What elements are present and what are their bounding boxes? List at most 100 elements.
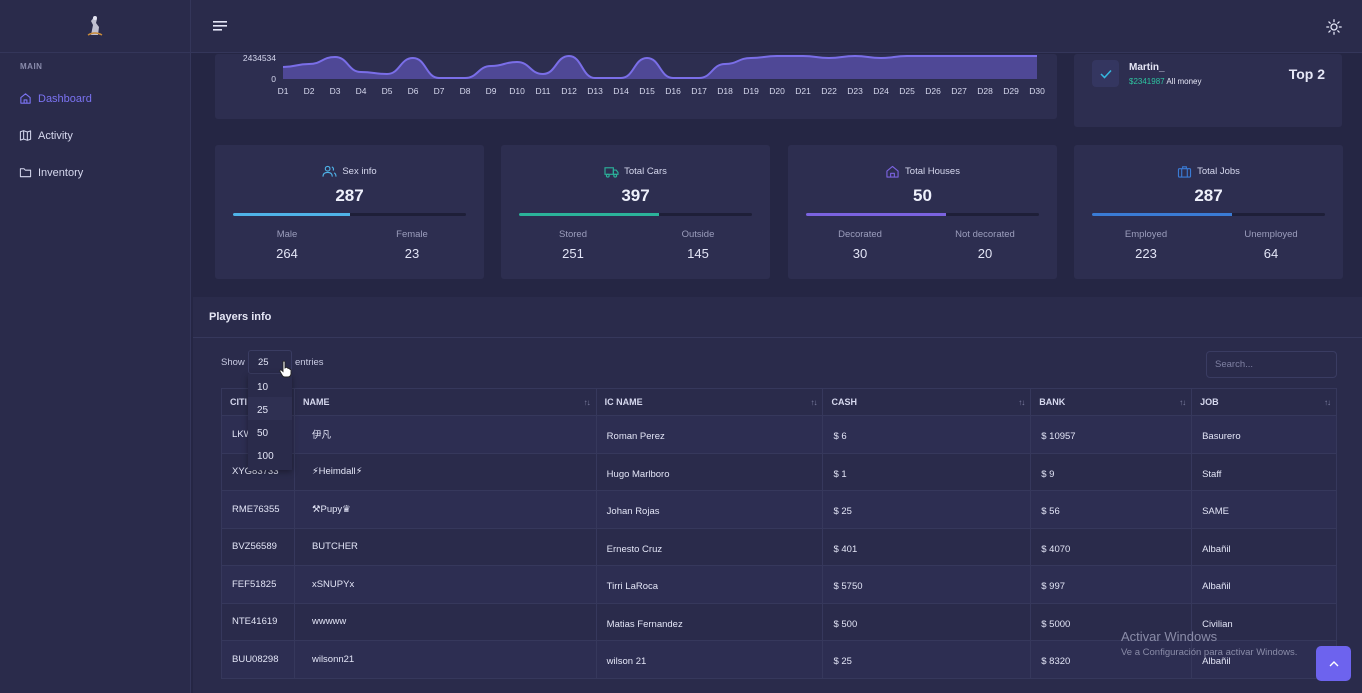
column-header-label: BANK [1039,397,1066,407]
ic-name-cell: Roman Perez [595,415,824,454]
cash-cell: $ 25 [822,640,1032,679]
stat-title: Total Jobs [1074,165,1343,178]
sidebar-item-dashboard[interactable]: Dashboard [0,80,190,117]
sort-icon: ↑↓ [1324,398,1331,407]
column-header-cash[interactable]: CASH ↑↓ [822,388,1032,416]
stat-right: Unemployed 64 [1216,229,1326,261]
table-row[interactable]: BUU08298 wilsonn21 wilson 21 $ 25 $ 8320 Alba… [221,640,1337,679]
x-tick-label: D2 [304,86,315,96]
stat-right-label: Not decorated [955,229,1015,240]
x-tick-label: D11 [536,86,551,96]
panel-title: Players info [209,311,272,323]
bank-cell: $ 4070 [1030,527,1193,566]
search-input[interactable] [1206,351,1337,378]
stat-title: Sex info [215,165,484,178]
stat-right-label: Outside [681,229,715,240]
name-cell: ⚒Pupy♛ [293,490,597,529]
job-cell: Basurero [1191,415,1337,454]
top-player-card: Martin_ $2341987 All money Top 2 [1074,54,1342,127]
job-cell: Albañil [1191,565,1337,604]
stat-left-value: 223 [1135,246,1157,261]
column-header-ic-name[interactable]: IC NAME ↑↓ [595,388,824,416]
page-length-option[interactable]: 100 [257,451,274,462]
table-row[interactable]: FEF51825 xSNUPYx Tirri LaRoca $ 5750 $ 997 Al… [221,565,1337,604]
stat-card-cars: Total Cars 397 Stored 251 Outside 145 [501,145,770,279]
column-header-label: JOB [1200,397,1219,407]
name-cell: wwwww [293,602,597,641]
x-tick-label: D4 [356,86,367,96]
house-icon [886,165,899,178]
table-row[interactable]: XYG83733 ⚡Heimdall⚡ Hugo Marlboro $ 1 $ 9 Sta… [221,452,1337,491]
x-tick-label: D1 [278,86,289,96]
name-cell: xSNUPYx [293,565,597,604]
name-cell: BUTCHER [293,527,597,566]
scroll-top-button[interactable] [1316,646,1351,681]
job-cell: Albañil [1191,640,1337,679]
stat-title: Total Cars [501,165,770,178]
briefcase-icon [1178,166,1192,178]
page-length-dropdown: 10 25 50 100 [248,374,292,470]
sun-icon[interactable] [1326,19,1342,35]
logo[interactable] [0,0,190,53]
citizen-id-cell: BVZ56589 [221,527,295,566]
sidebar-item-inventory[interactable]: Inventory [0,154,190,191]
stat-right-value: 145 [687,246,709,261]
x-tick-label: D7 [434,86,445,96]
stat-progress [519,213,752,216]
table-row[interactable]: BVZ56589 BUTCHER Ernesto Cruz $ 401 $ 4070 Al… [221,527,1337,566]
page-length-option[interactable]: 10 [257,382,269,393]
stat-progress [806,213,1039,216]
stat-right: Not decorated 20 [930,229,1040,261]
column-header-label: IC NAME [604,397,643,407]
cash-cell: $ 6 [822,415,1032,454]
stat-title-label: Total Jobs [1197,166,1240,177]
stat-progress-fill [806,213,946,216]
check-icon [1099,69,1112,79]
sidebar-nav: Dashboard Activity Inventory [0,80,190,191]
stat-left-label: Stored [559,229,587,240]
job-cell: SAME [1191,490,1337,529]
topbar [191,0,1362,53]
top-player-money-label: All money [1166,77,1202,86]
ic-name-cell: Ernesto Cruz [595,527,824,566]
column-header-name[interactable]: NAME ↑↓ [293,388,597,416]
table-row[interactable]: LKW 伊凡 Roman Perez $ 6 $ 10957 Basurero [221,415,1337,454]
stat-left-value: 251 [562,246,584,261]
sort-icon: ↑↓ [1018,398,1025,407]
ic-name-cell: Matias Fernandez [595,602,824,641]
cash-cell: $ 25 [822,490,1032,529]
page-length-option[interactable]: 50 [257,428,269,439]
table-header-row: CITI NAME ↑↓ IC NAME ↑↓ CASH ↑↓ BANK ↑↓ JOB ↑… [221,388,1337,416]
table-row[interactable]: RME76355 ⚒Pupy♛ Johan Rojas $ 25 $ 56 SAME [221,490,1337,529]
column-header-label: CITI [230,397,247,407]
column-header-label: NAME [302,397,330,407]
cowboy-logo-icon [87,16,103,36]
x-tick-label: D22 [821,86,837,96]
y-tick-label: 2434534 [243,54,276,63]
x-tick-label: D15 [639,86,655,96]
name-cell: 伊凡 [293,415,597,454]
stat-right: Female 23 [357,229,467,261]
column-header-label: CASH [831,397,857,407]
column-header-bank[interactable]: BANK ↑↓ [1030,388,1193,416]
watermark-subtitle: Ve a Configuración para activar Windows. [1121,647,1298,658]
page-length-option-selected[interactable]: 25 [248,397,292,420]
stat-total: 50 [913,186,932,205]
bank-cell: $ 997 [1030,565,1193,604]
check-badge [1092,60,1119,87]
stat-total: 287 [335,186,364,205]
sidebar-item-activity[interactable]: Activity [0,117,190,154]
watermark-title: Activar Windows [1121,629,1218,644]
truck-icon [604,167,619,178]
hamburger-icon[interactable] [213,20,227,32]
x-tick-label: D14 [613,86,629,96]
x-tick-label: D3 [330,86,341,96]
column-header-job[interactable]: JOB ↑↓ [1191,388,1337,416]
sort-desc-icon: ↑↓ [583,398,591,407]
windows-activation-watermark: Activar Windows Ve a Configuración para … [1121,629,1297,658]
stat-right-label: Unemployed [1244,229,1298,240]
stat-left: Decorated 30 [805,229,915,261]
sidebar-item-label: Dashboard [38,92,92,105]
bank-cell: $ 56 [1030,490,1193,529]
x-tick-label: D21 [795,86,811,96]
